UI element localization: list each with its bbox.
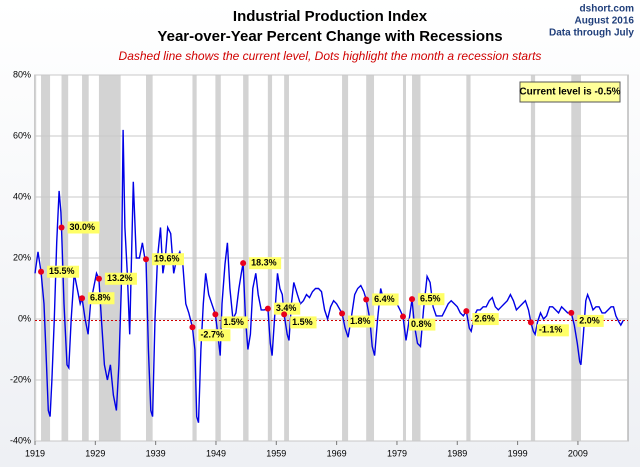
x-tick-label: 1999: [508, 448, 528, 458]
recession-dot: [568, 309, 575, 316]
x-tick-label: 1979: [387, 448, 407, 458]
dot-label: 2.6%: [474, 313, 495, 323]
dot-label: 13.2%: [107, 273, 133, 283]
dot-label: 15.5%: [49, 266, 75, 276]
dot-label-bg: [577, 314, 604, 327]
dot-label-bg: [104, 272, 137, 285]
x-tick-label: 1919: [25, 448, 45, 458]
recession-dot: [38, 268, 45, 275]
source: dshort.com: [580, 4, 635, 15]
dot-label: 1.5%: [223, 317, 244, 327]
x-tick-label: 1959: [266, 448, 286, 458]
dot-label-bg: [290, 316, 317, 329]
y-tick-label: 60%: [13, 130, 31, 140]
dot-label-bg: [67, 221, 100, 234]
dot-label-bg: [151, 253, 184, 266]
dot-label-bg: [88, 292, 115, 305]
chart-note: Dashed line shows the current level, Dot…: [119, 49, 542, 63]
recession-dot: [264, 305, 271, 312]
dot-label-bg: [249, 257, 282, 270]
y-tick-label: -40%: [10, 435, 31, 445]
y-tick-label: -20%: [10, 374, 31, 384]
data-line: [34, 129, 624, 423]
dot-label: 6.4%: [374, 294, 395, 304]
recession-dot: [527, 319, 534, 326]
chart-subtitle: Year-over-Year Percent Change with Reces…: [157, 28, 502, 45]
dot-label-bg: [348, 315, 375, 328]
x-tick-label: 1949: [206, 448, 226, 458]
recession-dot: [189, 324, 196, 331]
y-tick-label: 40%: [13, 191, 31, 201]
dot-label-bg: [47, 265, 80, 278]
dot-label-bg: [536, 324, 569, 337]
x-tick-label: 1929: [85, 448, 105, 458]
chart-title: Industrial Production Index: [233, 8, 428, 25]
dot-label: 19.6%: [154, 254, 180, 264]
data-through: Data through July: [549, 28, 634, 39]
dot-label: 1.5%: [292, 317, 313, 327]
dot-label-bg: [418, 293, 445, 306]
annotation-box: [519, 81, 621, 103]
dot-label: 30.0%: [70, 222, 96, 232]
dot-label-bg: [408, 318, 436, 331]
y-tick-label: 80%: [13, 69, 31, 79]
dot-label: 2.0%: [579, 315, 600, 325]
recession-dot: [281, 311, 288, 318]
x-tick-label: 2009: [568, 448, 588, 458]
dot-label: 0.8%: [411, 319, 432, 329]
plot: -40% -20% 0% 20% 40% 60% 80% 1919 1929 1939 1949 19…: [10, 69, 628, 458]
dot-label-bg: [198, 329, 231, 342]
annotation: Current level is -0.5%: [519, 87, 620, 98]
dot-label: 6.5%: [420, 294, 441, 304]
dot-label: 3.4%: [276, 303, 297, 313]
dot-label-bg: [273, 302, 301, 315]
recession-dot: [399, 313, 406, 320]
dot-label: -1.1%: [539, 325, 563, 335]
recession-dot: [240, 260, 247, 267]
recession-dot: [58, 224, 65, 231]
dot-label-bg: [372, 293, 399, 306]
dot-label: 6.8%: [90, 293, 111, 303]
dot-label: 1.8%: [350, 316, 371, 326]
dot-label-bg: [221, 316, 248, 329]
date: August 2016: [575, 16, 635, 27]
recession-dot: [212, 311, 219, 318]
recession-dot: [339, 310, 346, 317]
y-tick-label: 20%: [13, 252, 31, 262]
y-tick-label: 0%: [18, 313, 31, 323]
recession-dot: [79, 295, 86, 302]
dot-label: -2.7%: [200, 330, 224, 340]
recession-dot: [142, 256, 149, 263]
recession-dot: [363, 296, 370, 303]
x-tick-label: 1989: [447, 448, 467, 458]
dot-label: 18.3%: [251, 258, 277, 268]
x-tick-label: 1969: [327, 448, 347, 458]
recession-dot: [463, 308, 470, 315]
x-tick-label: 1939: [146, 448, 166, 458]
dot-label-bg: [472, 313, 499, 326]
recession-dot: [95, 275, 102, 282]
recession-dot: [409, 296, 416, 303]
